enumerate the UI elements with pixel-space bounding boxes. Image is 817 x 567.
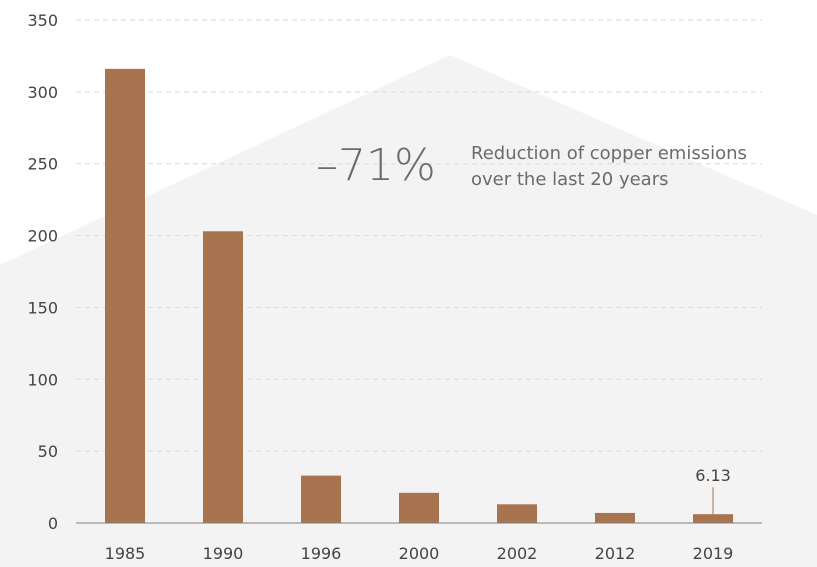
y-tick-label: 350 bbox=[27, 11, 58, 30]
x-tick-label-2000: 2000 bbox=[399, 544, 440, 563]
x-tick-label-1996: 1996 bbox=[301, 544, 342, 563]
x-tick-label-2002: 2002 bbox=[497, 544, 538, 563]
bar-2019 bbox=[693, 514, 733, 523]
reduction-description-line2: over the last 20 years bbox=[471, 169, 668, 190]
y-tick-label: 0 bbox=[48, 514, 58, 533]
bars bbox=[105, 68, 733, 523]
y-tick-label: 300 bbox=[27, 83, 58, 102]
data-label-2019: 6.13 bbox=[695, 466, 731, 485]
bar-1990 bbox=[203, 231, 243, 523]
y-tick-label: 100 bbox=[27, 370, 58, 389]
reduction-percentage: –71% bbox=[316, 140, 436, 191]
x-tick-label-1985: 1985 bbox=[105, 544, 146, 563]
x-tick-label-1990: 1990 bbox=[203, 544, 244, 563]
bar-2000 bbox=[399, 492, 439, 523]
reduction-description-line1: Reduction of copper emissions bbox=[471, 143, 747, 164]
y-tick-label: 150 bbox=[27, 298, 58, 317]
y-tick-label: 250 bbox=[27, 155, 58, 174]
x-axis-tick-labels: 1985 1990 1996 2000 2002 2012 2019 bbox=[105, 544, 734, 563]
x-tick-label-2012: 2012 bbox=[595, 544, 636, 563]
y-axis-tick-labels: 0 50 100 150 200 250 300 350 bbox=[27, 11, 58, 533]
y-tick-label: 200 bbox=[27, 227, 58, 246]
data-labels: 6.13 bbox=[695, 466, 731, 515]
bar-1996 bbox=[301, 475, 341, 523]
grid-lines bbox=[76, 19, 762, 452]
y-tick-label: 50 bbox=[38, 442, 58, 461]
bar-2002 bbox=[497, 504, 537, 523]
x-tick-label-2019: 2019 bbox=[693, 544, 734, 563]
bar-2012 bbox=[595, 512, 635, 523]
bar-1985 bbox=[105, 68, 145, 523]
